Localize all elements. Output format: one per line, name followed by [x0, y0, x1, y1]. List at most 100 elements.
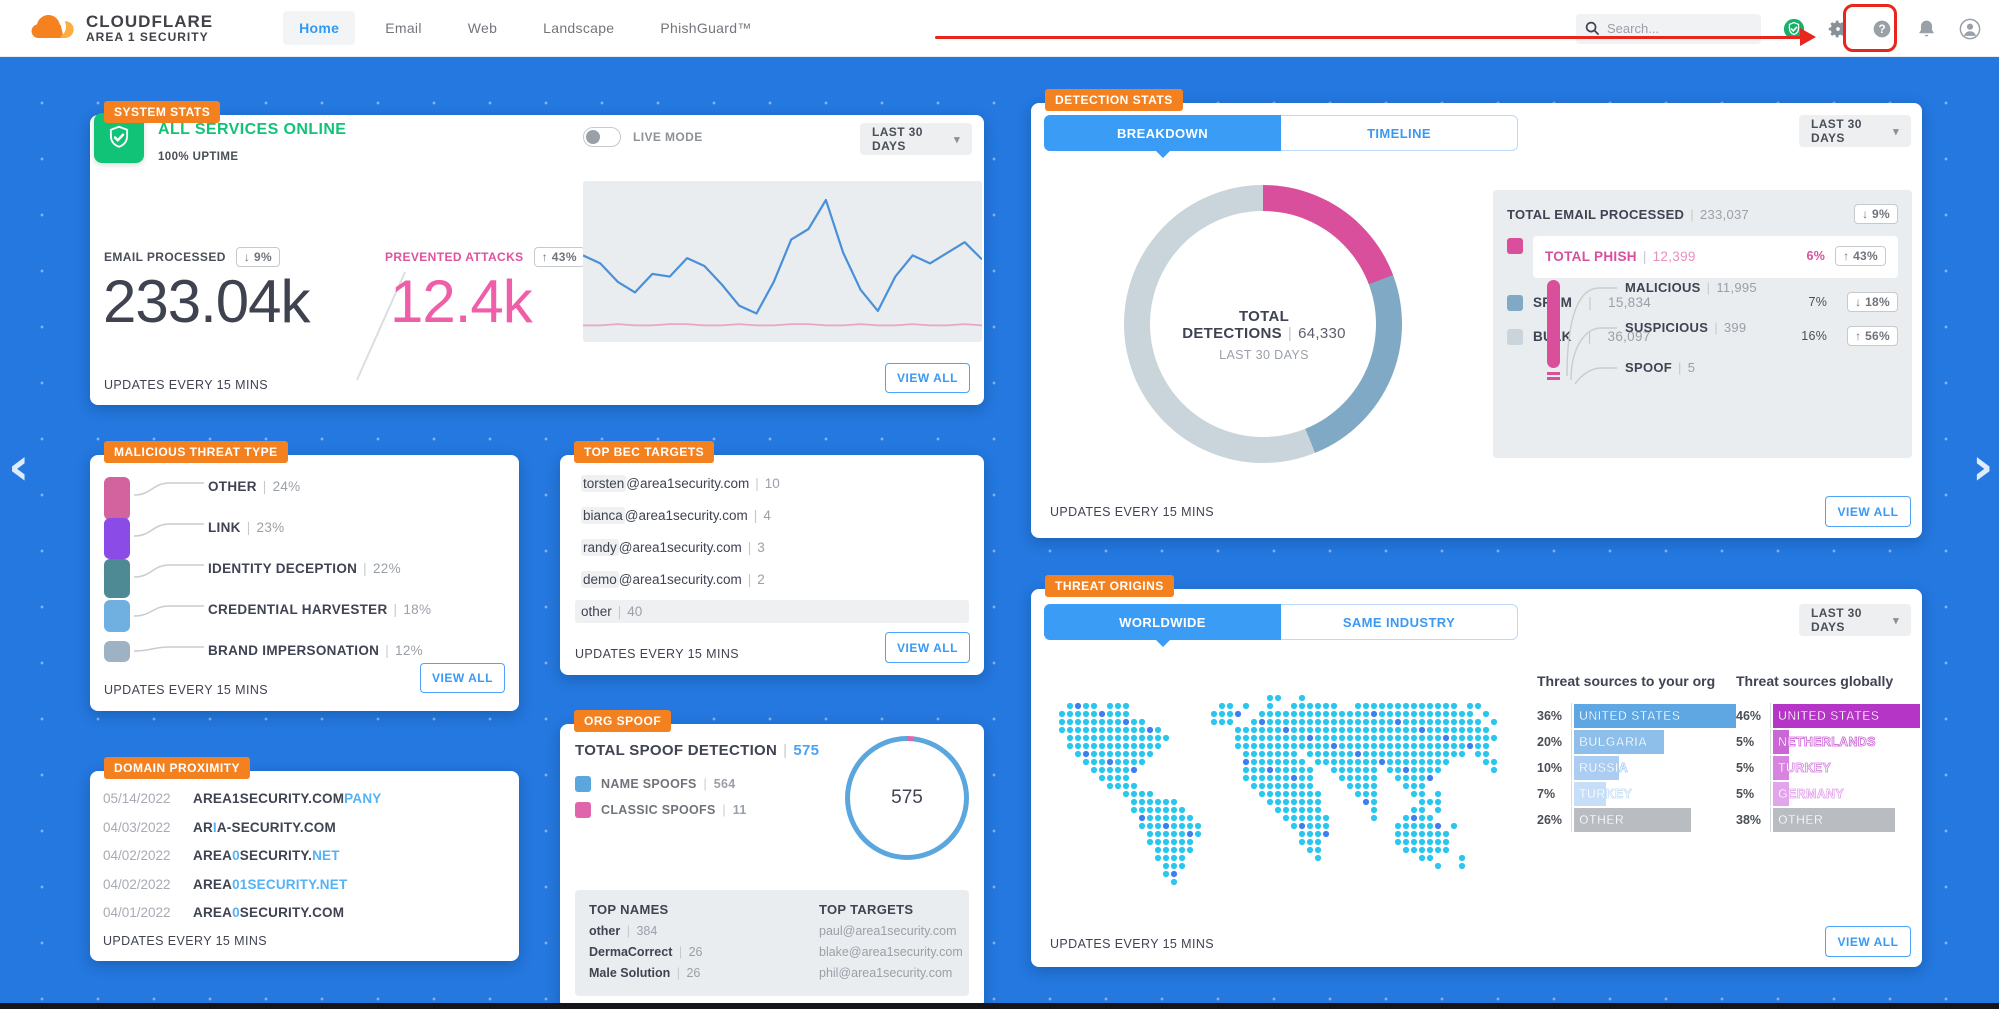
- legend-swatch: [575, 802, 591, 818]
- nav-item-web[interactable]: Web: [467, 20, 498, 36]
- top-names-targets-panel: TOP NAMES other | 384 DermaCorrect | 26 …: [575, 890, 969, 996]
- spoof-donut-total: 575: [891, 787, 923, 808]
- cloudflare-logo[interactable]: CLOUDFLARE AREA 1 SECURITY: [30, 11, 214, 44]
- system-stats-tag: SYSTEM STATS: [104, 101, 221, 123]
- global-source-row: 5% NETHERLANDS: [1736, 729, 1876, 754]
- global-source-row: 5% GERMANY: [1736, 781, 1844, 806]
- bec-target-row[interactable]: other | 40: [575, 600, 969, 623]
- domain-row[interactable]: 04/03/2022 ARIA-SECURITY.COM: [103, 820, 336, 835]
- org-source-row: 26% OTHER: [1537, 807, 1691, 832]
- nav-item-home[interactable]: Home: [283, 11, 356, 45]
- annotation-red-highlight-box: [1843, 4, 1897, 52]
- total-email-badge: ↓ 9%: [1854, 204, 1898, 224]
- tab-timeline[interactable]: TIMELINE: [1281, 115, 1518, 151]
- top-target-row: paul@area1security.com: [819, 924, 957, 938]
- spoof-donut-chart: 575: [845, 736, 969, 860]
- search-box[interactable]: [1576, 13, 1761, 44]
- dashboard-background: ‹ › SYSTEM STATS ALL SERVICES ONLINE 100…: [0, 57, 1999, 1009]
- security-status-icon[interactable]: [1783, 18, 1805, 40]
- threat-type-row: BRAND IMPERSONATION | 12%: [104, 641, 423, 663]
- threat-type-swatch: [104, 600, 130, 632]
- legend-classic-spoofs: CLASSIC SPOOFS | 11: [575, 802, 747, 818]
- top-name-row: Male Solution | 26: [589, 966, 701, 980]
- detection-breakdown-panel: TOTAL EMAIL PROCESSED | 233,037 ↓ 9% TOTA…: [1493, 190, 1912, 458]
- tab-breakdown[interactable]: BREAKDOWN: [1044, 115, 1281, 158]
- threat-type-row: OTHER | 24%: [104, 477, 300, 520]
- nav-item-phishguard[interactable]: PhishGuard™: [660, 20, 752, 36]
- carousel-prev-chevron[interactable]: ‹: [8, 437, 30, 497]
- detection-donut-chart: [1124, 185, 1402, 463]
- threat-type-swatch: [104, 477, 130, 520]
- bec-target-row[interactable]: bianca @area1security.com | 4: [581, 507, 771, 524]
- top-name-row: other | 384: [589, 924, 658, 938]
- malicious-threat-type-tag: MALICIOUS THREAT TYPE: [104, 441, 288, 463]
- org-spoof-card: ORG SPOOF TOTAL SPOOF DETECTION | 575 NAME…: [560, 710, 984, 1009]
- domain-row[interactable]: 04/02/2022 AREA0SECURITY.NET: [103, 848, 340, 863]
- detection-view-all-button[interactable]: VIEW ALL: [1825, 496, 1911, 527]
- detection-stats-tag: DETECTION STATS: [1045, 89, 1183, 111]
- top-target-row: phil@area1security.com: [819, 966, 953, 980]
- tab-same-industry[interactable]: SAME INDUSTRY: [1281, 604, 1518, 640]
- tab-worldwide[interactable]: WORLDWIDE: [1044, 604, 1281, 647]
- system-stats-card: SYSTEM STATS ALL SERVICES ONLINE 100% UP…: [90, 101, 984, 405]
- threat-type-swatch: [104, 641, 130, 662]
- logo-line1: CLOUDFLARE: [86, 11, 214, 31]
- settings-gear-icon[interactable]: [1827, 18, 1849, 40]
- phish-sub-suspicious: SUSPICIOUS | 399: [1625, 320, 1747, 335]
- connector-line: [133, 605, 204, 617]
- legend-swatch: [575, 776, 591, 792]
- prevented-attacks-badge: ↑ 43%: [533, 247, 585, 267]
- updates-caption: UPDATES EVERY 15 MINS: [1050, 505, 1215, 519]
- logo-line2: AREA 1 SECURITY: [86, 29, 209, 44]
- domain-row[interactable]: 05/14/2022 AREA1SECURITY.COMPANY: [103, 791, 382, 806]
- detection-range-dropdown[interactable]: LAST 30 DAYS ▾: [1799, 115, 1911, 147]
- top-bec-targets-card: TOP BEC TARGETS torsten @area1security.co…: [560, 441, 984, 675]
- domain-row[interactable]: 04/02/2022 AREA01SECURITY.NET: [103, 877, 348, 892]
- search-input[interactable]: [1607, 21, 1747, 36]
- help-icon[interactable]: ?: [1871, 18, 1893, 40]
- malicious-view-all-button[interactable]: VIEW ALL: [420, 663, 505, 693]
- top-targets-title: TOP TARGETS: [819, 902, 914, 917]
- global-sources-title: Threat sources globally: [1736, 673, 1894, 689]
- updates-caption: UPDATES EVERY 15 MINS: [103, 934, 268, 948]
- global-source-row: 46% UNITED STATES: [1736, 703, 1920, 728]
- phish-sub-spoof: SPOOF | 5: [1625, 360, 1696, 375]
- chevron-down-icon: ▾: [954, 133, 960, 146]
- main-nav: Home Email Web Landscape PhishGuard™: [283, 11, 768, 45]
- world-dot-map: [1058, 694, 1498, 886]
- connector-line: [133, 523, 204, 537]
- org-source-row: 7% TURKEY: [1537, 781, 1632, 806]
- nav-item-landscape[interactable]: Landscape: [543, 20, 615, 36]
- user-profile-icon[interactable]: [1959, 18, 1981, 40]
- notifications-bell-icon[interactable]: [1915, 18, 1937, 40]
- email-processed-badge: ↓ 9%: [235, 247, 281, 267]
- bec-target-row[interactable]: demo @area1security.com | 2: [581, 571, 765, 588]
- org-sources-title: Threat sources to your org: [1537, 673, 1716, 689]
- threat-type-row: LINK | 23%: [104, 518, 284, 559]
- detection-stats-card: DETECTION STATS BREAKDOWN TIMELINE LAST …: [1031, 89, 1922, 538]
- bec-target-row[interactable]: torsten @area1security.com | 10: [581, 475, 780, 492]
- threat-origins-range-dropdown[interactable]: LAST 30 DAYS ▾: [1799, 604, 1911, 636]
- domain-row[interactable]: 04/01/2022 AREA0SECURITY.COM: [103, 905, 345, 920]
- nav-item-email[interactable]: Email: [385, 20, 422, 36]
- system-stats-view-all-button[interactable]: VIEW ALL: [885, 363, 970, 393]
- phish-badge: ↑ 43%: [1835, 246, 1886, 266]
- phish-mini-bar: [1547, 280, 1560, 368]
- threat-origins-view-all-button[interactable]: VIEW ALL: [1825, 926, 1911, 957]
- domain-proximity-card: DOMAIN PROXIMITY 05/14/2022 AREA1SECURITY…: [90, 757, 519, 961]
- services-status-text: ALL SERVICES ONLINE: [158, 121, 347, 138]
- bulk-badge: ↑ 56%: [1847, 326, 1898, 346]
- bec-view-all-button[interactable]: VIEW ALL: [885, 632, 970, 663]
- live-mode-toggle[interactable]: [583, 127, 621, 147]
- global-source-row: 5% TURKEY: [1736, 755, 1831, 780]
- domain-proximity-tag: DOMAIN PROXIMITY: [104, 757, 251, 779]
- system-stats-range-dropdown[interactable]: LAST 30 DAYS ▾: [860, 123, 972, 155]
- phish-swatch: [1507, 238, 1523, 254]
- top-names-title: TOP NAMES: [589, 902, 669, 917]
- cloudflare-cloud-icon: [31, 14, 74, 38]
- carousel-next-chevron[interactable]: ›: [1972, 437, 1994, 497]
- threat-origins-card: THREAT ORIGINS WORLDWIDE SAME INDUSTRY L…: [1031, 575, 1922, 967]
- spam-badge: ↓ 18%: [1847, 292, 1898, 312]
- top-target-row: blake@area1security.com: [819, 945, 963, 959]
- bec-target-row[interactable]: randy @area1security.com | 3: [581, 539, 765, 556]
